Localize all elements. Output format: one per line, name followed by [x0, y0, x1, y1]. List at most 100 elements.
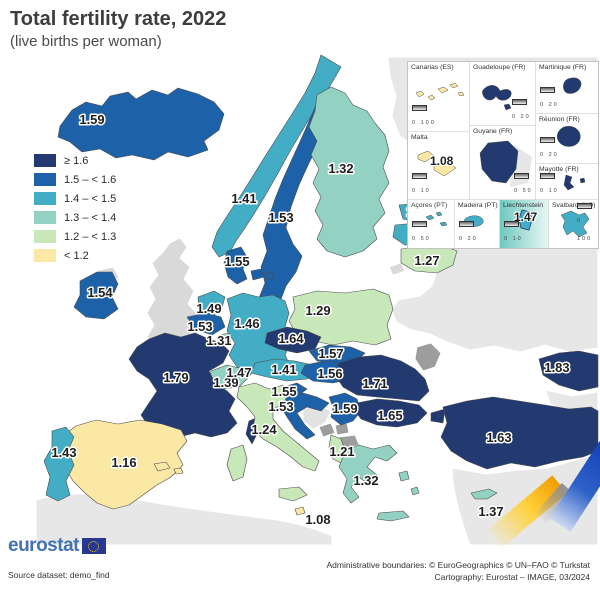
label-liechtenstein: 1.47 [226, 365, 251, 380]
label-germany: 1.46 [234, 316, 259, 331]
legend-swatch-c6 [34, 249, 56, 262]
inset-cell-malta: Malta 1.08 0 10 [408, 132, 470, 200]
label-lithuania: 1.27 [414, 253, 439, 268]
inset-label: Guyane (FR) [473, 128, 513, 135]
country-denmark-islands [250, 268, 275, 281]
scale-bar: 0 100 [412, 105, 436, 129]
country-denmark [223, 246, 248, 285]
country-bulgaria [354, 398, 428, 428]
label-albania: 1.21 [329, 444, 354, 459]
country-finland [308, 86, 390, 258]
liechtenstein-shape [518, 209, 533, 231]
country-greece [338, 444, 398, 504]
scale-bar: 0 50 [412, 221, 431, 245]
legend-swatch-c4 [34, 211, 56, 224]
label-spain: 1.16 [111, 455, 136, 470]
label-austria: 1.41 [271, 362, 296, 377]
inset-value-malta: 1.08 [430, 154, 454, 168]
label-serbia: 1.59 [332, 401, 357, 416]
inset-cell-reunion: Réunion (FR) 0 20 [536, 114, 598, 164]
legend-label: 1.5 – < 1.6 [64, 173, 117, 186]
label-italy: 1.24 [251, 422, 277, 437]
country-ireland [73, 271, 119, 320]
inset-cell-martinique: Martinique (FR) 0 20 [536, 62, 598, 114]
legend-item: 1.4 – < 1.5 [34, 189, 116, 208]
legend-swatch-c2 [34, 173, 56, 186]
legend-item: 1.5 – < 1.6 [34, 170, 116, 189]
country-croatia [280, 392, 330, 440]
scale-bar: 0 10 [412, 173, 431, 197]
eu-flag-icon [81, 538, 106, 554]
country-aegean-islands [398, 470, 420, 496]
boundaries-note: Administrative boundaries: © EuroGeograp… [326, 560, 590, 570]
country-norway [211, 54, 342, 258]
scale-bar: 0 20 [540, 87, 559, 111]
legend-item: ≥ 1.6 [34, 151, 116, 170]
inset-label: Madeira (PT) [458, 202, 498, 209]
canarias-islands-shape [415, 82, 465, 101]
label-cyprus: 1.37 [478, 504, 503, 519]
country-kaliningrad [388, 262, 406, 276]
country-belgium [186, 312, 226, 336]
label-georgia: 1.83 [544, 360, 569, 375]
scale-bar: 0 10 [504, 221, 523, 245]
inset-cell-guyane: Guyane (FR) 0 50 [470, 126, 536, 200]
inset-label: Guadeloupe (FR) [473, 64, 526, 71]
cartography-note: Cartography: Eurostat – IMAGE, 03/2024 [434, 572, 590, 582]
country-montenegro [318, 422, 336, 438]
label-greece: 1.32 [353, 473, 378, 488]
country-netherlands [197, 290, 226, 318]
country-slovenia [282, 382, 308, 396]
scale-bar: 0 20 [512, 99, 531, 123]
inset-cell-acores: Açores (PT) 0 50 [408, 200, 455, 248]
label-slovakia: 1.57 [318, 346, 343, 361]
label-norway: 1.41 [231, 191, 256, 206]
label-iceland: 1.59 [79, 112, 104, 127]
label-switzerland: 1.39 [213, 375, 238, 390]
reunion-shape [556, 126, 581, 147]
page-title: Total fertility rate, 2022 [10, 8, 227, 30]
legend-label: 1.2 – < 1.3 [64, 230, 117, 243]
legend-label: 1.3 – < 1.4 [64, 211, 117, 224]
inset-cell-svalbard: Svalbard (NO) 0 100 [549, 200, 598, 248]
inset-label: Açores (PT) [411, 202, 448, 209]
malta-shape [417, 150, 457, 177]
mayotte-shape [563, 174, 586, 191]
label-portugal: 1.43 [51, 445, 76, 460]
inset-value-liechtenstein: 1.47 [514, 210, 538, 224]
label-croatia: 1.53 [268, 399, 293, 414]
label-poland: 1.29 [305, 303, 330, 318]
label-finland: 1.32 [328, 161, 353, 176]
label-slovenia: 1.55 [271, 384, 296, 399]
inset-panel: Canarias (ES) 0 100 Guadeloupe (FR) 0 20… [408, 62, 598, 248]
legend-item: 1.2 – < 1.3 [34, 227, 116, 246]
label-france: 1.79 [163, 370, 188, 385]
legend-label: 1.4 – < 1.5 [64, 192, 117, 205]
country-sicily [278, 486, 308, 502]
inset-label: Canarias (ES) [411, 64, 454, 71]
country-turkey [440, 396, 599, 470]
country-georgia [538, 350, 599, 392]
country-liechtenstein [244, 368, 252, 376]
guadeloupe-shape [482, 85, 512, 111]
legend-item: < 1.2 [34, 246, 116, 265]
label-denmark: 1.55 [224, 254, 249, 269]
label-luxembourg: 1.31 [206, 333, 231, 348]
country-luxembourg [219, 332, 232, 346]
inset-cell-canarias: Canarias (ES) 0 100 [408, 62, 470, 132]
legend: ≥ 1.6 1.5 – < 1.6 1.4 – < 1.5 1.3 – < 1.… [34, 151, 116, 265]
scale-bar: 0 10 [540, 173, 559, 197]
eurostat-logo: eurostat [8, 535, 106, 557]
inset-label: Réunion (FR) [539, 116, 580, 123]
legend-label: ≥ 1.6 [64, 154, 89, 167]
scale-bar: 0 20 [540, 137, 559, 161]
legend-item: 1.3 – < 1.4 [34, 208, 116, 227]
inset-cell-mayotte: Mayotte (FR) 0 10 [536, 164, 598, 200]
label-ireland: 1.54 [87, 285, 113, 300]
inset-label: Svalbard (NO) [552, 202, 596, 209]
label-bulgaria: 1.65 [377, 408, 402, 423]
country-turkey-thrace [430, 408, 446, 424]
label-sweden: 1.53 [268, 210, 293, 225]
country-balearic-islands [153, 461, 184, 475]
